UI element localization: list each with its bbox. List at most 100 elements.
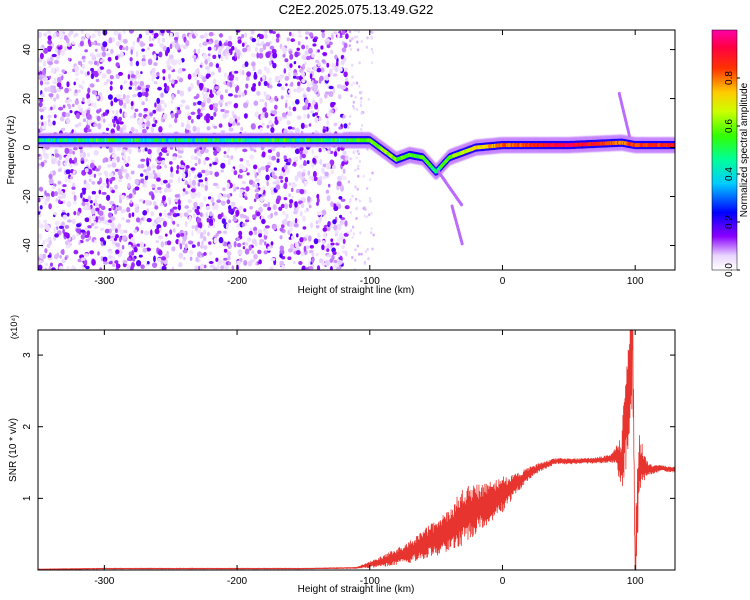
spectrogram-noise-cell	[268, 84, 273, 89]
spectrogram-noise-cell	[328, 221, 331, 226]
spectrogram-branch-cell	[460, 202, 463, 207]
spectrogram-noise-cell	[223, 257, 228, 261]
spectrogram-noise-cell	[185, 105, 190, 110]
spectrogram-noise-cell	[340, 85, 346, 90]
spectrogram-noise-cell	[265, 51, 271, 58]
spectrogram-noise-cell	[143, 179, 147, 184]
spectrogram-noise-cell	[227, 183, 230, 188]
spectrogram-noise-cell	[224, 110, 230, 114]
spectrogram-noise-cell	[82, 58, 86, 63]
spectrogram-noise-cell	[72, 68, 76, 73]
spectrogram-noise-cell	[73, 249, 79, 255]
spectrogram-noise-cell	[118, 71, 123, 76]
spectrogram-noise-cell	[207, 196, 212, 200]
spectrogram-noise-cell	[119, 51, 124, 58]
spectrogram-noise-cell	[335, 60, 339, 67]
spectrogram-noise-cell	[157, 156, 162, 161]
spectrogram-noise-cell	[93, 70, 99, 78]
spectrogram-noise-cell	[263, 203, 268, 208]
spectrogram-noise-cell	[366, 36, 369, 40]
spectrogram-noise-cell	[292, 106, 297, 112]
spectrogram-noise-cell	[219, 94, 224, 100]
spectrogram-noise-cell	[126, 207, 131, 213]
spectrogram-noise-cell	[122, 259, 128, 264]
spectrogram-noise-cell	[224, 89, 228, 94]
spectrogram-noise-cell	[73, 194, 77, 202]
spectrogram-noise-cell	[151, 164, 156, 169]
spectrogram-noise-cell	[154, 119, 158, 124]
spectrogram-noise-cell	[259, 241, 263, 246]
spectrogram-noise-cell	[52, 185, 56, 190]
spectrogram-noise-cell	[356, 48, 360, 52]
spectrogram-noise-cell	[163, 179, 168, 184]
spectrogram-noise-cell	[308, 123, 312, 127]
spectrogram-noise-cell	[174, 112, 179, 119]
spectrogram-noise-cell	[222, 230, 228, 235]
spectrogram-noise-cell	[177, 155, 183, 159]
spectrogram-noise-cell	[174, 117, 178, 124]
spectrogram-noise-cell	[286, 37, 290, 42]
spectrogram-noise-cell	[293, 61, 297, 65]
spectrogram-noise-cell	[242, 246, 246, 250]
spectrogram-noise-cell	[158, 126, 163, 133]
spectrogram-noise-cell	[231, 45, 235, 51]
spectrogram-noise-cell	[38, 74, 43, 81]
spectrogram-noise-cell	[134, 203, 139, 207]
spectrogram-noise-cell	[273, 167, 278, 171]
spectrogram-noise-cell	[67, 57, 71, 61]
spectrogram-noise-cell	[198, 72, 202, 79]
spectrogram-noise-cell	[140, 230, 144, 234]
spectrogram-noise-cell	[227, 255, 231, 261]
spectrogram-noise-cell	[255, 262, 258, 266]
spectrogram-noise-cell	[160, 107, 165, 112]
spectrogram-noise-cell	[203, 236, 207, 242]
spectrogram-noise-cell	[159, 202, 164, 207]
spectrogram-noise-cell	[295, 189, 300, 194]
colorbar-ticks: 0.00.20.40.60.8	[724, 71, 740, 277]
spectrogram-noise-cell	[91, 33, 96, 39]
spectrogram-noise-cell	[322, 163, 327, 168]
spectrogram-noise-cell	[101, 51, 107, 58]
spectrogram-noise-cell	[38, 153, 41, 157]
spectrogram-noise-cell	[344, 80, 349, 87]
spectrogram-noise-cell	[118, 194, 123, 201]
spectrogram-noise-cell	[52, 32, 57, 38]
spectrogram-noise-cell	[136, 37, 140, 43]
spectrogram-noise-cell	[194, 174, 197, 180]
spectrogram-noise-cell	[265, 67, 270, 74]
spectrogram-noise-cell	[313, 65, 316, 72]
spectrogram-noise-cell	[56, 82, 62, 88]
spectrogram-noise-cell	[307, 170, 311, 176]
spectrogram-x-tick-label: 0	[500, 276, 506, 287]
spectrogram-noise-cell	[371, 247, 374, 251]
spectrogram-noise-cell	[360, 252, 363, 256]
spectrogram-noise-cell	[75, 112, 81, 120]
spectrogram-noise-cell	[81, 64, 86, 70]
spectrogram-noise-cell	[283, 172, 286, 177]
spectrogram-noise-cell	[311, 252, 315, 257]
spectrogram-noise-cell	[148, 35, 152, 42]
spectrogram-noise-cell	[87, 195, 92, 202]
spectrogram-noise-cell	[365, 215, 369, 219]
spectrogram-noise-cell	[149, 112, 154, 117]
spectrogram-noise-cell	[340, 155, 346, 160]
spectrogram-noise-cell	[117, 223, 122, 230]
spectrogram-noise-cell	[123, 229, 128, 234]
spectrogram-noise-cell	[262, 74, 266, 81]
spectrogram-noise-cell	[141, 91, 146, 97]
spectrogram-noise-cell	[154, 189, 159, 194]
spectrogram-noise-cell	[142, 123, 146, 128]
snr-x-ticks: -300 -200 -100 0 100	[94, 330, 644, 587]
spectrogram-noise-cell	[160, 116, 164, 123]
spectrogram-noise-cell	[119, 249, 122, 254]
spectrogram-noise-cell	[264, 112, 269, 119]
spectrogram-noise-cell	[329, 68, 333, 76]
spectrogram-noise-cell	[251, 85, 256, 92]
spectrogram-noise-cell	[46, 30, 52, 35]
spectrogram-noise-cell	[220, 56, 224, 62]
spectrogram-noise-cell	[95, 216, 99, 223]
spectrogram-noise-cell	[79, 151, 83, 158]
spectrogram-noise-cell	[328, 41, 333, 46]
